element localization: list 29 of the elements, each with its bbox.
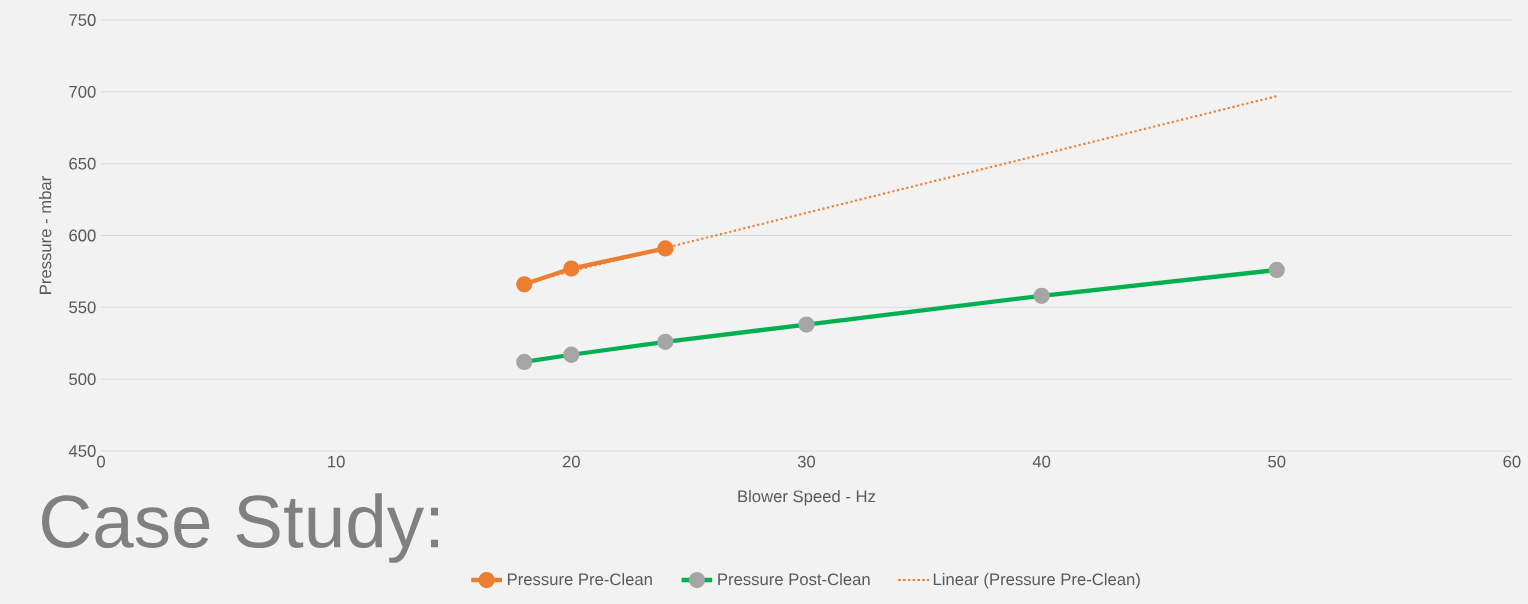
x-axis-title: Blower Speed - Hz [738, 489, 876, 506]
legend-label: Linear (Pressure Pre-Clean) [933, 572, 1140, 589]
x-tick-label: 0 [97, 455, 105, 468]
y-tick-label: 650 [69, 157, 96, 170]
y-tick-label: 450 [68, 445, 96, 457]
y-tick-label: 750 [69, 14, 96, 26]
point [563, 260, 580, 277]
point [798, 316, 815, 333]
x-tick-label: 10 [328, 455, 345, 468]
x-tick-label: 60 [1503, 455, 1521, 468]
point [1033, 287, 1050, 304]
y-tick-label: 550 [69, 301, 96, 314]
legend-label: Pressure Post-Clean [718, 572, 870, 586]
point [516, 353, 533, 371]
x-tick-label: 40 [1032, 455, 1051, 468]
x-tick-label: 30 [797, 455, 816, 468]
point [516, 276, 533, 293]
y-tick-label: 700 [69, 85, 96, 98]
point [657, 240, 674, 257]
text: Case Study: [42, 493, 439, 563]
legend-label: Pressure Pre-Clean [507, 572, 652, 586]
point [563, 346, 580, 363]
y-axis-title: Pressure - mbar [39, 176, 52, 294]
y-tick-label: 600 [69, 229, 96, 242]
point [1268, 261, 1285, 279]
x-tick-label: 20 [562, 455, 580, 468]
point [657, 333, 674, 350]
x-tick-label: 50 [1268, 455, 1286, 468]
y-tick-label: 500 [69, 373, 96, 386]
